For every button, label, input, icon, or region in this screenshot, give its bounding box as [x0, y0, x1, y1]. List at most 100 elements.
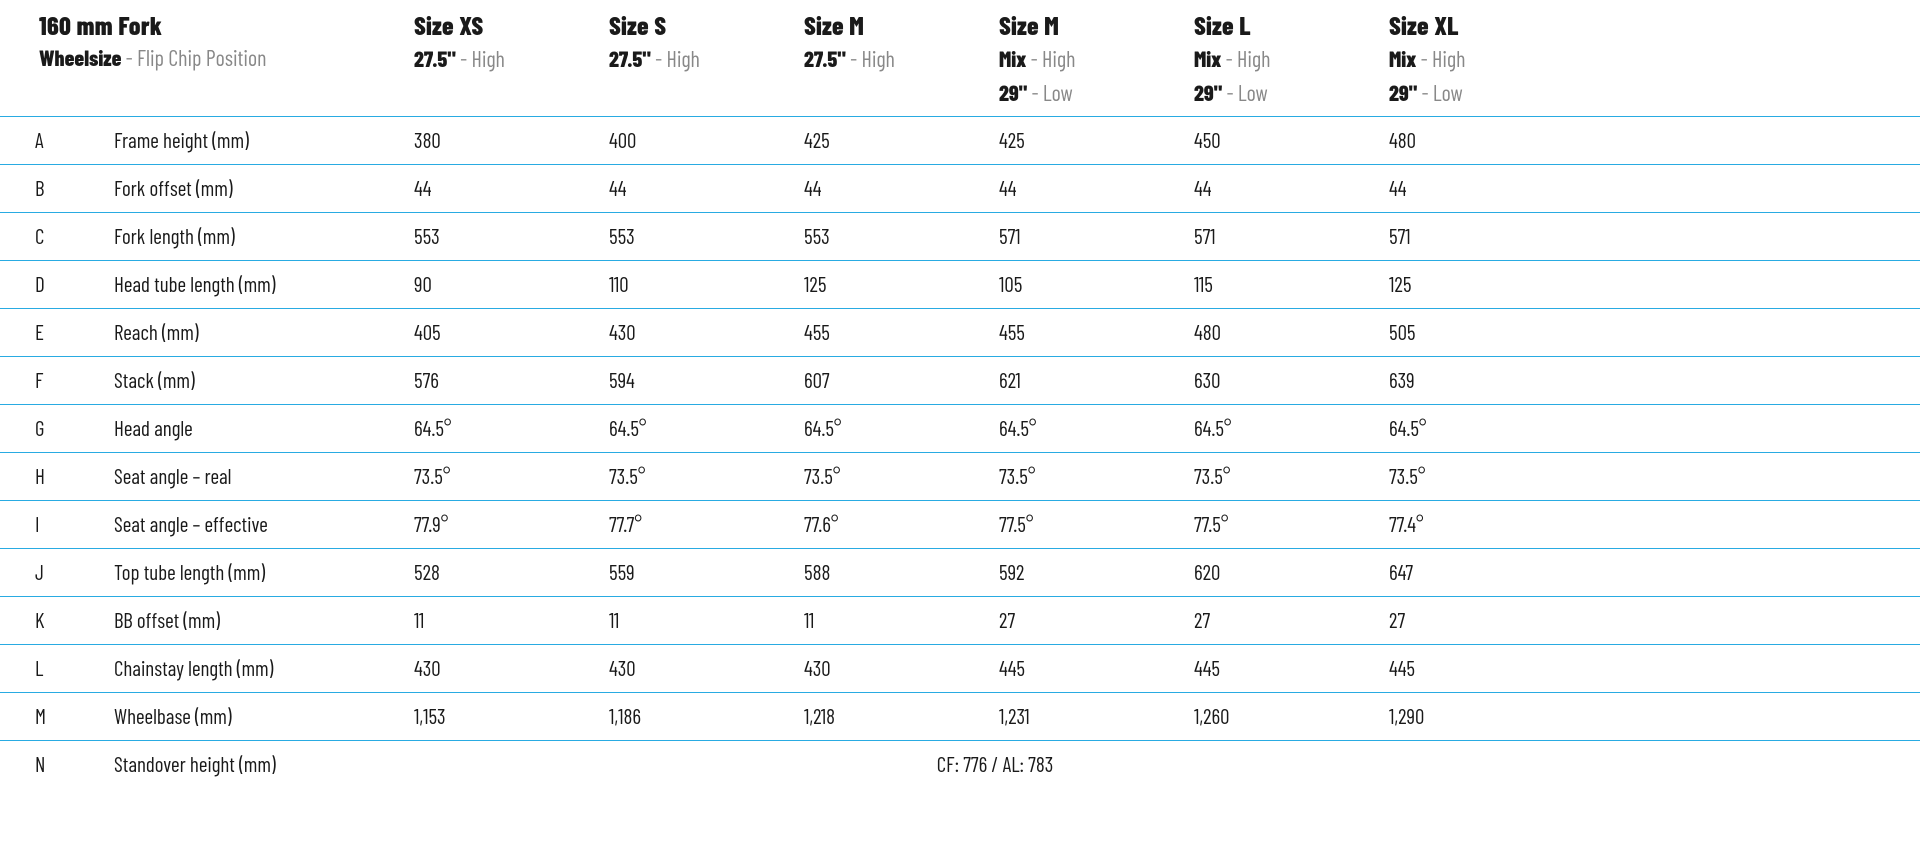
row-label: BB offset (mm)	[110, 597, 410, 645]
row-label: Reach (mm)	[110, 309, 410, 357]
cell-value: 27	[995, 597, 1190, 645]
row-label: Top tube length (mm)	[110, 549, 410, 597]
cell-value: 445	[1385, 645, 1580, 693]
row-label: Head tube length (mm)	[110, 261, 410, 309]
cell-value: 592	[995, 549, 1190, 597]
row-letter: D	[35, 261, 110, 309]
cell-value: 430	[410, 645, 605, 693]
cell-value: 73.5°	[800, 453, 995, 501]
row-letter: C	[35, 213, 110, 261]
cell-value: 64.5°	[1190, 405, 1385, 453]
col-size-s: Size S 27.5" - High	[605, 10, 800, 117]
cell-value: 44	[1190, 165, 1385, 213]
cell-value: 77.5°	[1190, 501, 1385, 549]
row-label: Fork length (mm)	[110, 213, 410, 261]
cell-value: 105	[995, 261, 1190, 309]
cell-value: 553	[605, 213, 800, 261]
cell-value: 445	[995, 645, 1190, 693]
cell-value: 528	[410, 549, 605, 597]
cell-value: 77.7°	[605, 501, 800, 549]
cell-value: 77.9°	[410, 501, 605, 549]
cell-value: 553	[800, 213, 995, 261]
cell-spanned-value: CF: 776 / AL: 783	[410, 741, 1580, 789]
cell-value: 1,153	[410, 693, 605, 741]
cell-value: 44	[605, 165, 800, 213]
row-letter: E	[35, 309, 110, 357]
cell-value: 77.6°	[800, 501, 995, 549]
cell-value: 64.5°	[1385, 405, 1580, 453]
cell-value: 44	[1385, 165, 1580, 213]
row-letter: I	[35, 501, 110, 549]
row-letter: A	[35, 117, 110, 165]
row-letter: F	[35, 357, 110, 405]
cell-value: 445	[1190, 645, 1385, 693]
cell-value: 607	[800, 357, 995, 405]
table-body: AFrame height (mm)380400425425450480BFor…	[0, 117, 1920, 789]
col-size-xs: Size XS 27.5" - High	[410, 10, 605, 117]
cell-value: 400	[605, 117, 800, 165]
cell-value: 64.5°	[800, 405, 995, 453]
cell-value: 480	[1190, 309, 1385, 357]
row-label: Stack (mm)	[110, 357, 410, 405]
cell-value: 77.4°	[1385, 501, 1580, 549]
cell-value: 571	[995, 213, 1190, 261]
row-letter: L	[35, 645, 110, 693]
cell-value: 73.5°	[605, 453, 800, 501]
cell-value: 64.5°	[410, 405, 605, 453]
cell-value: 73.5°	[1190, 453, 1385, 501]
table-row: EReach (mm)405430455455480505	[0, 309, 1920, 357]
table-row-span: NStandover height (mm)CF: 776 / AL: 783	[0, 741, 1920, 789]
row-label: Seat angle – effective	[110, 501, 410, 549]
row-label: Head angle	[110, 405, 410, 453]
row-letter: G	[35, 405, 110, 453]
table-row: AFrame height (mm)380400425425450480	[0, 117, 1920, 165]
cell-value: 1,186	[605, 693, 800, 741]
cell-value: 64.5°	[605, 405, 800, 453]
cell-value: 125	[1385, 261, 1580, 309]
cell-value: 27	[1385, 597, 1580, 645]
row-letter: K	[35, 597, 110, 645]
cell-value: 559	[605, 549, 800, 597]
cell-value: 77.5°	[995, 501, 1190, 549]
table-header: 160 mm Fork Wheelsize - Flip Chip Positi…	[0, 10, 1920, 117]
table-row: KBB offset (mm)111111272727	[0, 597, 1920, 645]
table-row: MWheelbase (mm)1,1531,1861,2181,2311,260…	[0, 693, 1920, 741]
cell-value: 455	[800, 309, 995, 357]
row-label: Chainstay length (mm)	[110, 645, 410, 693]
cell-value: 1,290	[1385, 693, 1580, 741]
table-row: FStack (mm)576594607621630639	[0, 357, 1920, 405]
table-row: BFork offset (mm)444444444444	[0, 165, 1920, 213]
cell-value: 430	[800, 645, 995, 693]
row-letter: B	[35, 165, 110, 213]
cell-value: 647	[1385, 549, 1580, 597]
cell-value: 405	[410, 309, 605, 357]
cell-value: 630	[1190, 357, 1385, 405]
cell-value: 588	[800, 549, 995, 597]
col-size-xl: Size XL Mix - High 29" - Low	[1385, 10, 1580, 117]
cell-value: 11	[410, 597, 605, 645]
table-row: LChainstay length (mm)430430430445445445	[0, 645, 1920, 693]
cell-value: 1,231	[995, 693, 1190, 741]
table-row: HSeat angle – real73.5°73.5°73.5°73.5°73…	[0, 453, 1920, 501]
cell-value: 425	[995, 117, 1190, 165]
cell-value: 425	[800, 117, 995, 165]
geometry-table: 160 mm Fork Wheelsize - Flip Chip Positi…	[0, 10, 1920, 788]
row-label: Seat angle – real	[110, 453, 410, 501]
cell-value: 455	[995, 309, 1190, 357]
cell-value: 571	[1190, 213, 1385, 261]
cell-value: 620	[1190, 549, 1385, 597]
row-letter: N	[35, 741, 110, 789]
row-letter: M	[35, 693, 110, 741]
cell-value: 64.5°	[995, 405, 1190, 453]
cell-value: 115	[1190, 261, 1385, 309]
cell-value: 1,260	[1190, 693, 1385, 741]
cell-value: 125	[800, 261, 995, 309]
cell-value: 505	[1385, 309, 1580, 357]
cell-value: 480	[1385, 117, 1580, 165]
cell-value: 553	[410, 213, 605, 261]
cell-value: 11	[605, 597, 800, 645]
cell-value: 639	[1385, 357, 1580, 405]
cell-value: 44	[800, 165, 995, 213]
cell-value: 73.5°	[1385, 453, 1580, 501]
cell-value: 1,218	[800, 693, 995, 741]
